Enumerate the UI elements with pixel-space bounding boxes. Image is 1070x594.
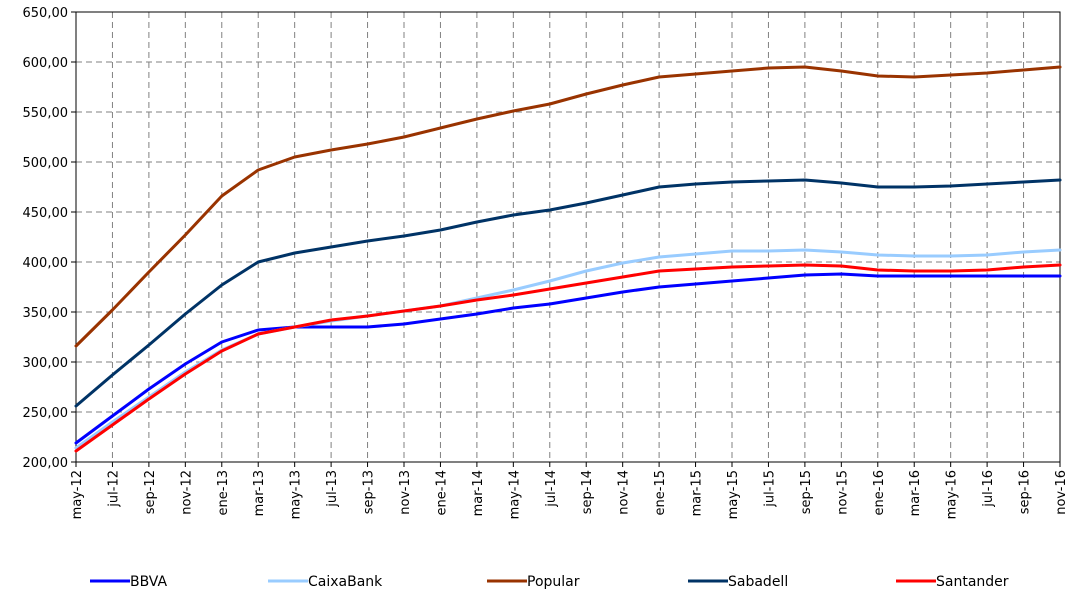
legend-label-bbva: BBVA <box>130 574 167 590</box>
legend-label-santander: Santander <box>936 574 1009 590</box>
y-tick-label: 350,00 <box>23 306 69 321</box>
legend-label-caixabank: CaixaBank <box>308 574 383 590</box>
x-tick-label: nov-15 <box>835 470 850 515</box>
x-tick-label: jul-12 <box>106 470 121 508</box>
x-tick-label: may-12 <box>70 470 85 519</box>
x-tick-label: nov-13 <box>398 470 413 515</box>
x-tick-label: may-16 <box>945 470 960 519</box>
x-tick-label: sep-16 <box>1018 470 1033 514</box>
y-axis-tick-labels: 200,00 250,00 300,00 350,00 400,00 450,00 500,… <box>23 6 69 471</box>
y-tick-label: 450,00 <box>23 206 69 221</box>
x-tick-label: sep-14 <box>580 470 595 514</box>
x-tick-label: nov-12 <box>179 470 194 515</box>
axes <box>71 11 1061 467</box>
x-tick-label: nov-14 <box>617 470 632 515</box>
y-tick-label: 200,00 <box>23 456 69 471</box>
y-tick-label: 500,00 <box>23 156 69 171</box>
gridlines <box>76 11 1061 462</box>
x-tick-label: ene-16 <box>872 470 887 515</box>
y-tick-label: 400,00 <box>23 256 69 271</box>
y-tick-label: 650,00 <box>23 6 69 21</box>
series-lines <box>74 65 1062 453</box>
x-tick-label: nov-16 <box>1054 470 1069 515</box>
legend-label-popular: Popular <box>527 574 580 590</box>
x-tick-label: jul-16 <box>981 470 996 508</box>
series-line-santander <box>74 263 1062 453</box>
series-line-popular <box>74 65 1062 348</box>
y-tick-label: 600,00 <box>23 56 69 71</box>
x-tick-label: ene-13 <box>216 470 231 515</box>
y-tick-label: 300,00 <box>23 356 69 371</box>
x-tick-label: jul-14 <box>544 470 559 508</box>
x-tick-label: may-15 <box>726 470 741 519</box>
legend-label-sabadell: Sabadell <box>728 574 788 590</box>
x-tick-label: mar-15 <box>690 470 705 516</box>
x-tick-label: ene-14 <box>434 470 449 515</box>
x-tick-label: mar-13 <box>252 470 267 516</box>
plot-area-border <box>75 11 1061 463</box>
series-line-sabadell <box>74 178 1062 408</box>
series-line-bbva <box>74 272 1062 445</box>
x-tick-label: may-14 <box>507 470 522 519</box>
x-tick-label: mar-16 <box>908 470 923 516</box>
x-tick-label: sep-15 <box>799 470 814 514</box>
x-tick-label: jul-15 <box>762 470 777 508</box>
x-tick-label: ene-15 <box>653 470 668 515</box>
x-tick-label: may-13 <box>289 470 304 519</box>
y-tick-label: 550,00 <box>23 106 69 121</box>
y-tick-label: 250,00 <box>23 406 69 421</box>
x-axis-tick-labels: may-12 jul-12 sep-12 nov-12 ene-13 mar-13 may-… <box>70 470 1069 519</box>
x-tick-label: mar-14 <box>471 470 486 516</box>
x-tick-label: jul-13 <box>325 470 340 508</box>
x-tick-label: sep-12 <box>143 470 158 514</box>
x-tick-label: sep-13 <box>362 470 377 514</box>
legend: BBVA CaixaBank Popular Sabadell Santander <box>90 574 1009 590</box>
